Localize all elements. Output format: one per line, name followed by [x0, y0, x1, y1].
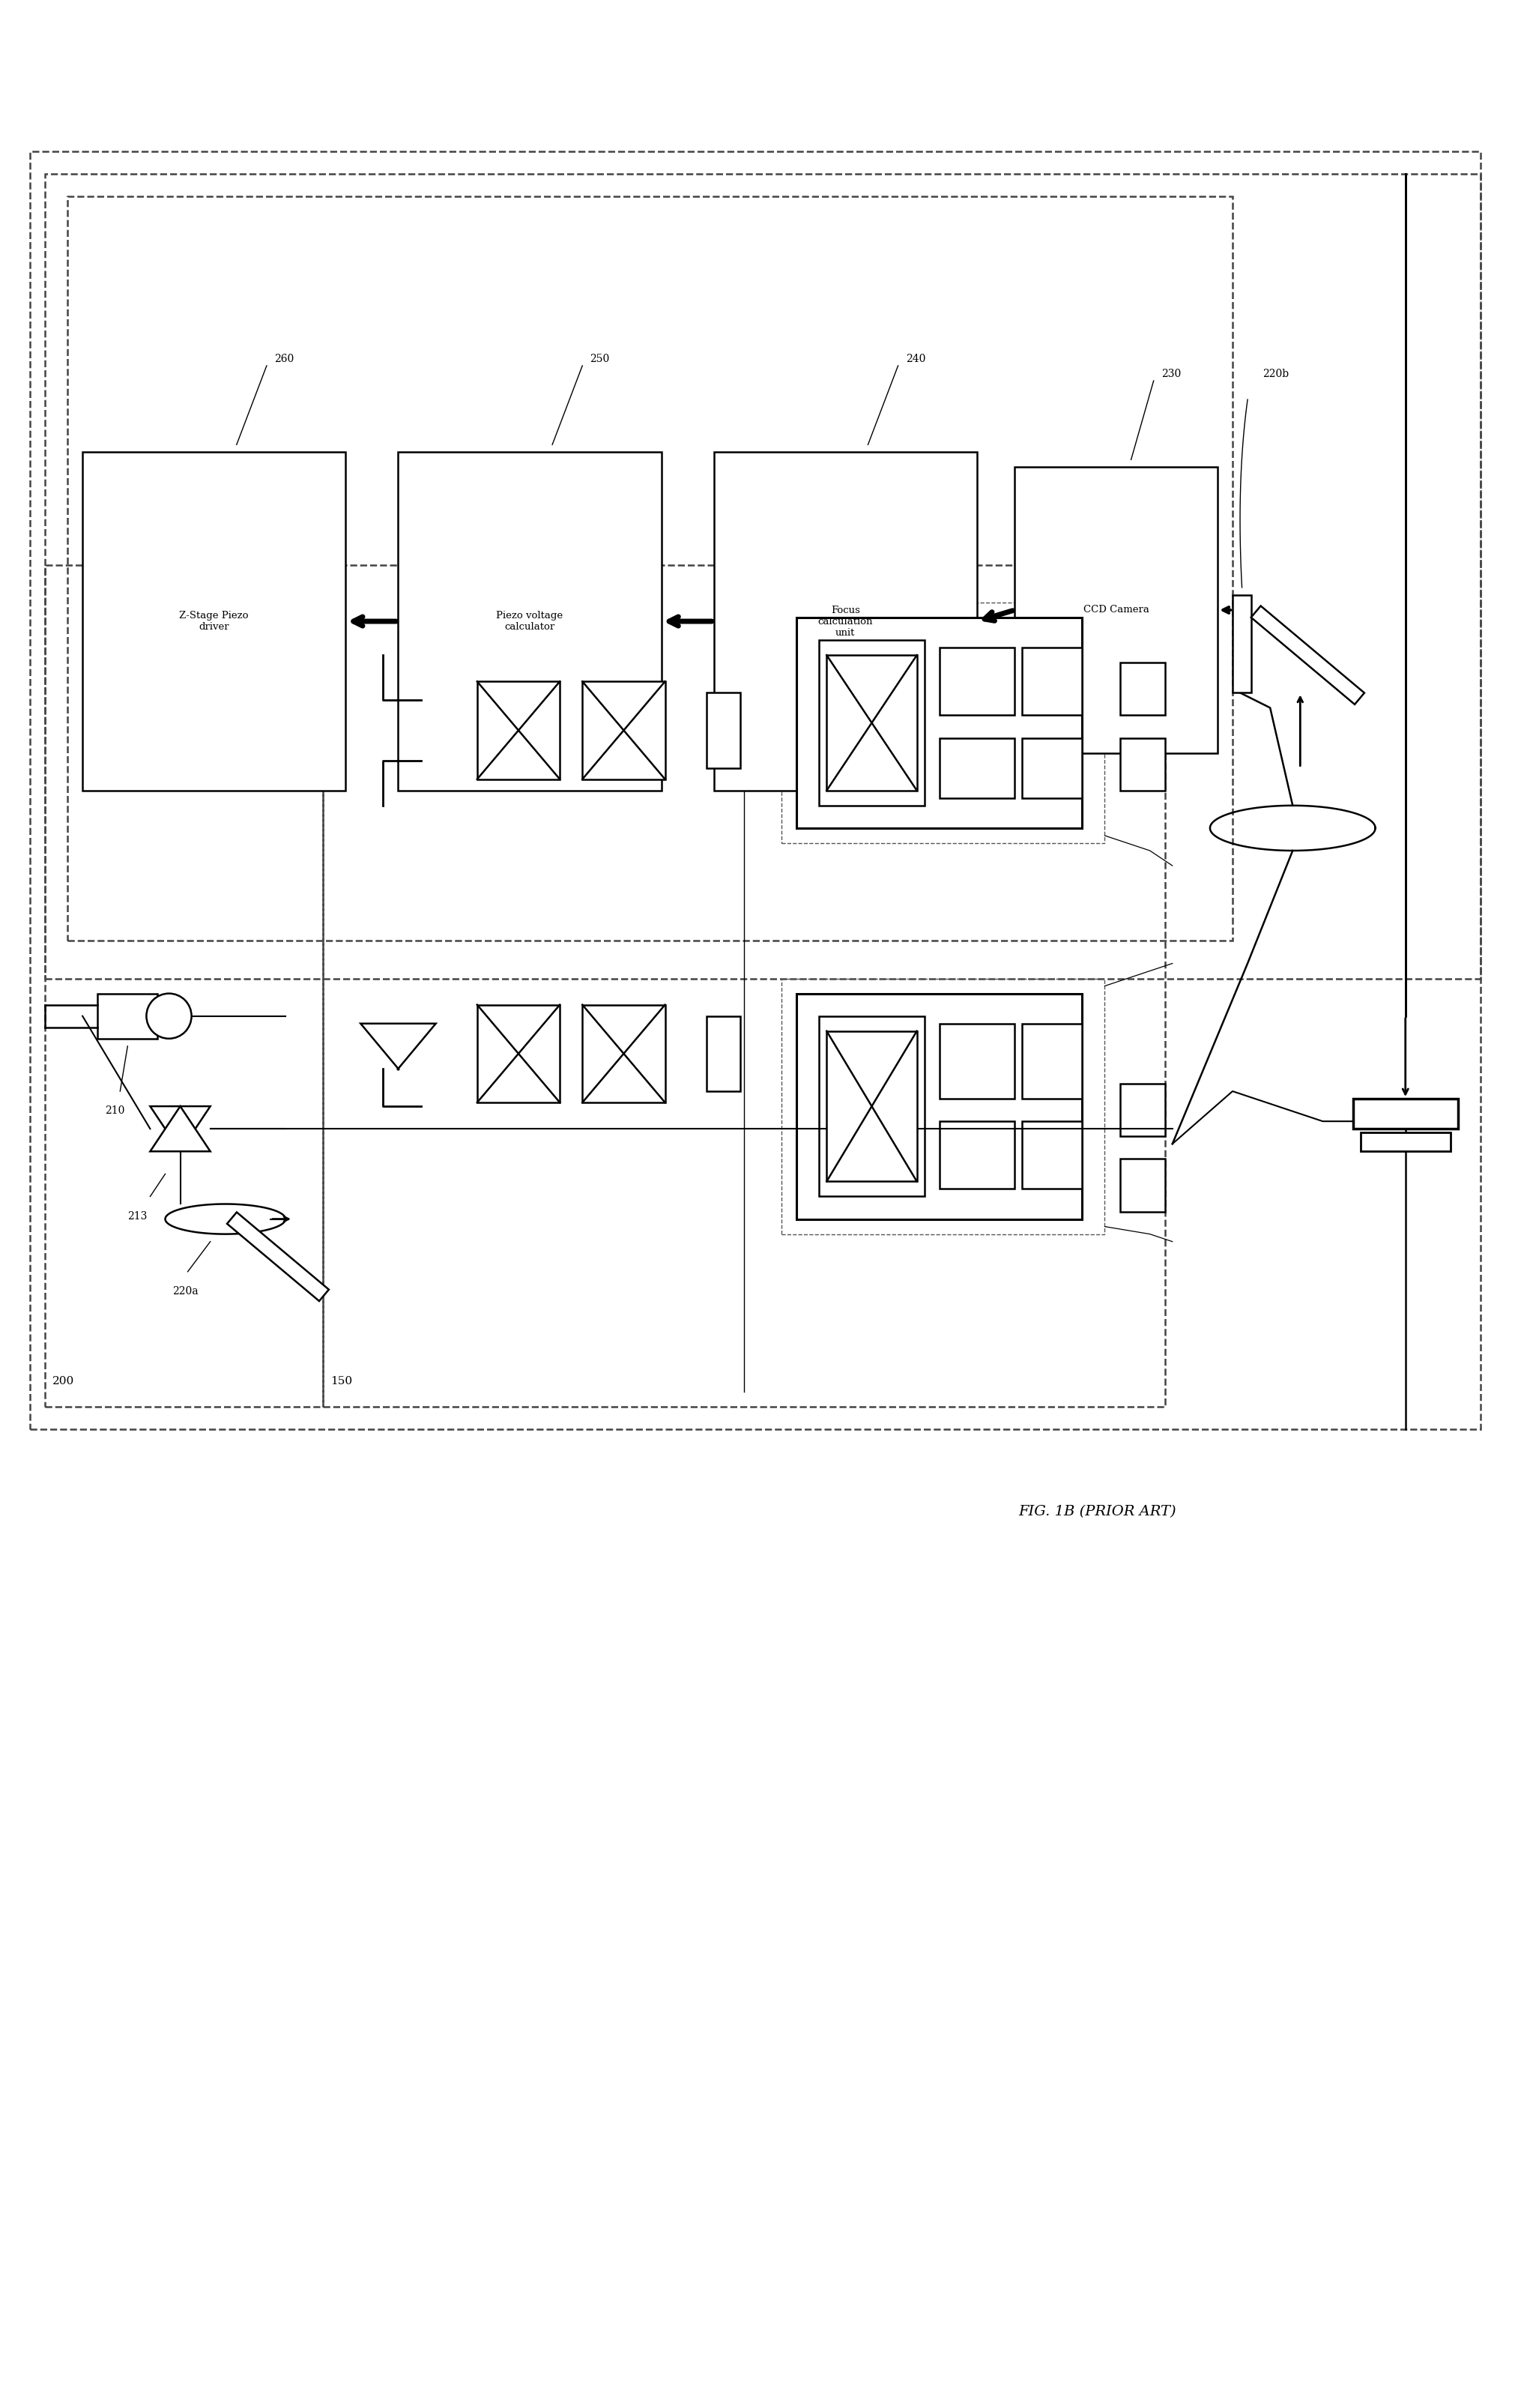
Text: FIG. 1B (PRIOR ART): FIG. 1B (PRIOR ART) [1019, 1505, 1176, 1517]
Bar [30, 152, 1480, 1430]
Bar [940, 1023, 1014, 1098]
Bar [1014, 467, 1217, 754]
Bar [706, 1016, 741, 1091]
Text: 230: 230 [1161, 368, 1181, 378]
Bar [46, 173, 1480, 978]
Bar [1120, 737, 1164, 790]
Bar [46, 566, 323, 1406]
Bar [1022, 1122, 1082, 1190]
Text: 220a: 220a [173, 1286, 199, 1296]
Bar [583, 1004, 665, 1103]
Bar [782, 978, 1105, 1233]
Bar [477, 1004, 560, 1103]
Bar [1022, 737, 1082, 797]
Polygon shape [361, 1023, 436, 1069]
Circle shape [146, 995, 191, 1038]
Text: 260: 260 [275, 354, 294, 364]
Polygon shape [150, 1105, 211, 1151]
Text: 210: 210 [105, 1105, 124, 1115]
Bar [583, 681, 665, 780]
Bar [797, 995, 1082, 1218]
Text: 200: 200 [53, 1377, 74, 1387]
Text: 240: 240 [906, 354, 926, 364]
Polygon shape [1251, 607, 1365, 706]
Bar [1022, 648, 1082, 715]
Bar [97, 995, 158, 1038]
Polygon shape [228, 1211, 329, 1300]
Text: Focus
calculation
unit: Focus calculation unit [818, 604, 873, 638]
Text: CCD Camera: CCD Camera [1084, 604, 1149, 614]
Bar [940, 1122, 1014, 1190]
Bar [1233, 595, 1251, 694]
Text: 220b: 220b [1263, 368, 1289, 378]
Bar [797, 616, 1082, 828]
Bar [1120, 1158, 1164, 1211]
Bar [1353, 1098, 1457, 1129]
Bar [820, 1016, 924, 1197]
Bar [940, 737, 1014, 797]
Text: 213: 213 [128, 1211, 147, 1221]
Bar [82, 453, 346, 790]
Bar [940, 648, 1014, 715]
Text: 150: 150 [331, 1377, 352, 1387]
Bar [782, 602, 1105, 843]
Bar [398, 453, 662, 790]
Bar [713, 453, 978, 790]
Bar [477, 681, 560, 780]
Bar [827, 655, 917, 790]
Bar [1360, 1132, 1451, 1151]
Bar [67, 197, 1233, 942]
Bar [323, 566, 1164, 1406]
Bar [1120, 662, 1164, 715]
Bar [820, 641, 924, 807]
Bar [706, 694, 741, 768]
Text: Piezo voltage
calculator: Piezo voltage calculator [496, 612, 563, 631]
Bar [1120, 1084, 1164, 1137]
Text: Z-Stage Piezo
driver: Z-Stage Piezo driver [179, 612, 249, 631]
Bar [1022, 1023, 1082, 1098]
Polygon shape [150, 1105, 211, 1151]
Bar [827, 1031, 917, 1182]
Text: 250: 250 [591, 354, 610, 364]
